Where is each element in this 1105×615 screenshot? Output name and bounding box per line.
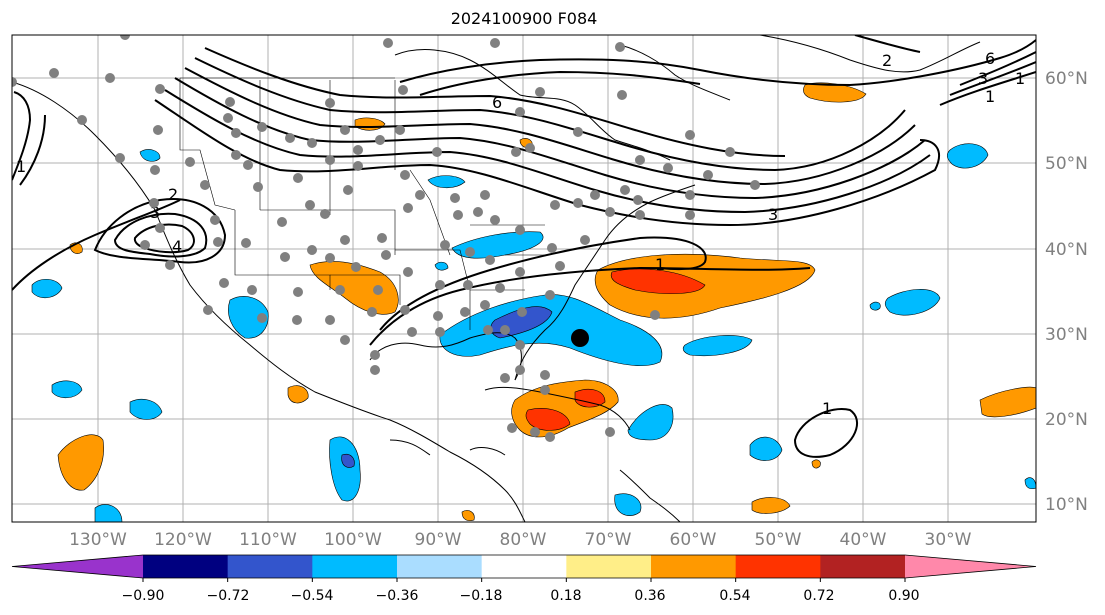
colorbar (11, 554, 1037, 582)
colorbar-segment (397, 555, 483, 578)
contour-label: 3 (978, 69, 988, 88)
colorbar-tick-label: 0.54 (719, 588, 750, 604)
colorbar-tick-labels: −0.90 −0.72 −0.54 −0.36 −0.18 0.18 0.36 … (122, 588, 920, 604)
lat-label: 30°N (1045, 325, 1088, 345)
height-contours (12, 35, 1036, 458)
colorbar-segment (820, 555, 906, 578)
contour-labels: 1 2 3 4 6 2 3 1 3 1 1 1 6 (16, 49, 1025, 418)
lon-label: 60°W (670, 530, 717, 550)
lon-label: 120°W (154, 530, 212, 550)
colorbar-extend-high (905, 555, 1036, 578)
colorbar-segment (481, 555, 567, 578)
colorbar-tick-label: −0.90 (122, 588, 165, 604)
storm-center-marker (571, 329, 589, 347)
contour-label: 1 (1015, 69, 1025, 88)
contour-label: 6 (985, 49, 995, 68)
colorbar-tick-label: −0.54 (291, 588, 334, 604)
lon-label: 80°W (500, 530, 547, 550)
contour-label: 3 (768, 205, 778, 224)
colorbar-tick-label: 0.36 (634, 588, 665, 604)
colorbar-extend-low (12, 555, 143, 578)
colorbar-tick-label: −0.36 (376, 588, 419, 604)
contour-label: 1 (16, 157, 26, 176)
contour-label: 1 (655, 255, 665, 274)
contour-label: 6 (492, 93, 502, 112)
contour-label: 4 (172, 237, 182, 256)
lat-label: 10°N (1045, 495, 1088, 515)
lon-label: 130°W (69, 530, 127, 550)
figure-title: 2024100900 F084 (450, 9, 598, 28)
colorbar-segment (143, 555, 229, 578)
contour-label: 3 (150, 203, 160, 222)
lon-label: 110°W (239, 530, 297, 550)
colorbar-segment (651, 555, 737, 578)
lat-label: 50°N (1045, 154, 1088, 174)
contour-label: 2 (168, 185, 178, 204)
map-frame (11, 34, 1037, 523)
lon-label: 40°W (840, 530, 887, 550)
contour-label: 2 (882, 51, 892, 70)
colorbar-tick-label: 0.90 (888, 588, 919, 604)
contour-label: 1 (822, 399, 832, 418)
latitude-labels: 60°N 50°N 40°N 30°N 20°N 10°N (1045, 69, 1088, 515)
colorbar-tick-label: −0.72 (207, 588, 250, 604)
lat-label: 60°N (1045, 69, 1088, 89)
colorbar-segment (735, 555, 821, 578)
colorbar-tick-label: 0.72 (803, 588, 834, 604)
colorbar-segment (312, 555, 398, 578)
colorbar-segment (227, 555, 313, 578)
lat-label: 20°N (1045, 410, 1088, 430)
station-dots (12, 35, 760, 442)
lon-label: 100°W (324, 530, 382, 550)
colorbar-segment (566, 555, 652, 578)
longitude-labels: 130°W 120°W 110°W 100°W 90°W 80°W 70°W 6… (69, 530, 972, 550)
lon-label: 50°W (755, 530, 802, 550)
lon-label: 90°W (415, 530, 462, 550)
lon-label: 70°W (585, 530, 632, 550)
lat-label: 40°N (1045, 240, 1088, 260)
lon-label: 30°W (925, 530, 972, 550)
contour-label: 1 (985, 87, 995, 106)
colorbar-tick-label: −0.18 (460, 588, 503, 604)
colorbar-tick-label: 0.18 (550, 588, 581, 604)
